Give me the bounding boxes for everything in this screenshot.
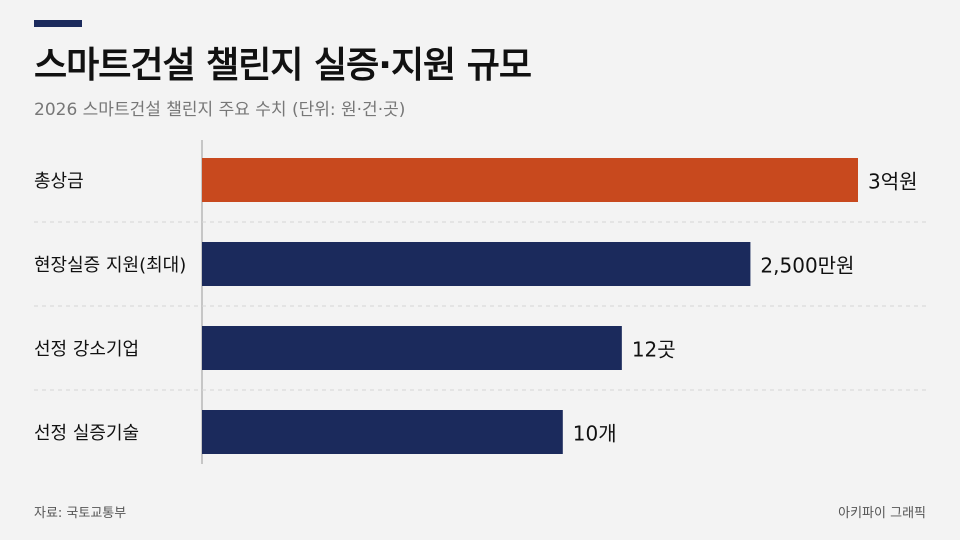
value-label: 3억원 (868, 169, 918, 194)
category-label: 총상금 (34, 171, 84, 192)
bar (202, 158, 858, 202)
value-label: 2,500만원 (760, 253, 855, 278)
bar (202, 242, 751, 286)
bar (202, 326, 622, 370)
chart-subtitle: 2026 스마트건설 챌린지 주요 수치 (단위: 원·건·곳) (34, 100, 406, 120)
bar (202, 410, 563, 454)
title-accent-bar (34, 20, 82, 27)
category-label: 현장실증 지원(최대) (34, 255, 187, 276)
category-label: 선정 실증기술 (34, 423, 140, 444)
value-label: 12곳 (631, 337, 676, 362)
category-label: 선정 강소기업 (34, 339, 140, 360)
graphic-credit: 아키파이 그래픽 (838, 506, 926, 521)
source-note: 자료: 국토교통부 (34, 506, 127, 521)
value-label: 10개 (572, 421, 617, 446)
chart-title: 스마트건설 챌린지 실증·지원 규모 (34, 45, 532, 86)
bar-chart-svg (34, 140, 926, 464)
